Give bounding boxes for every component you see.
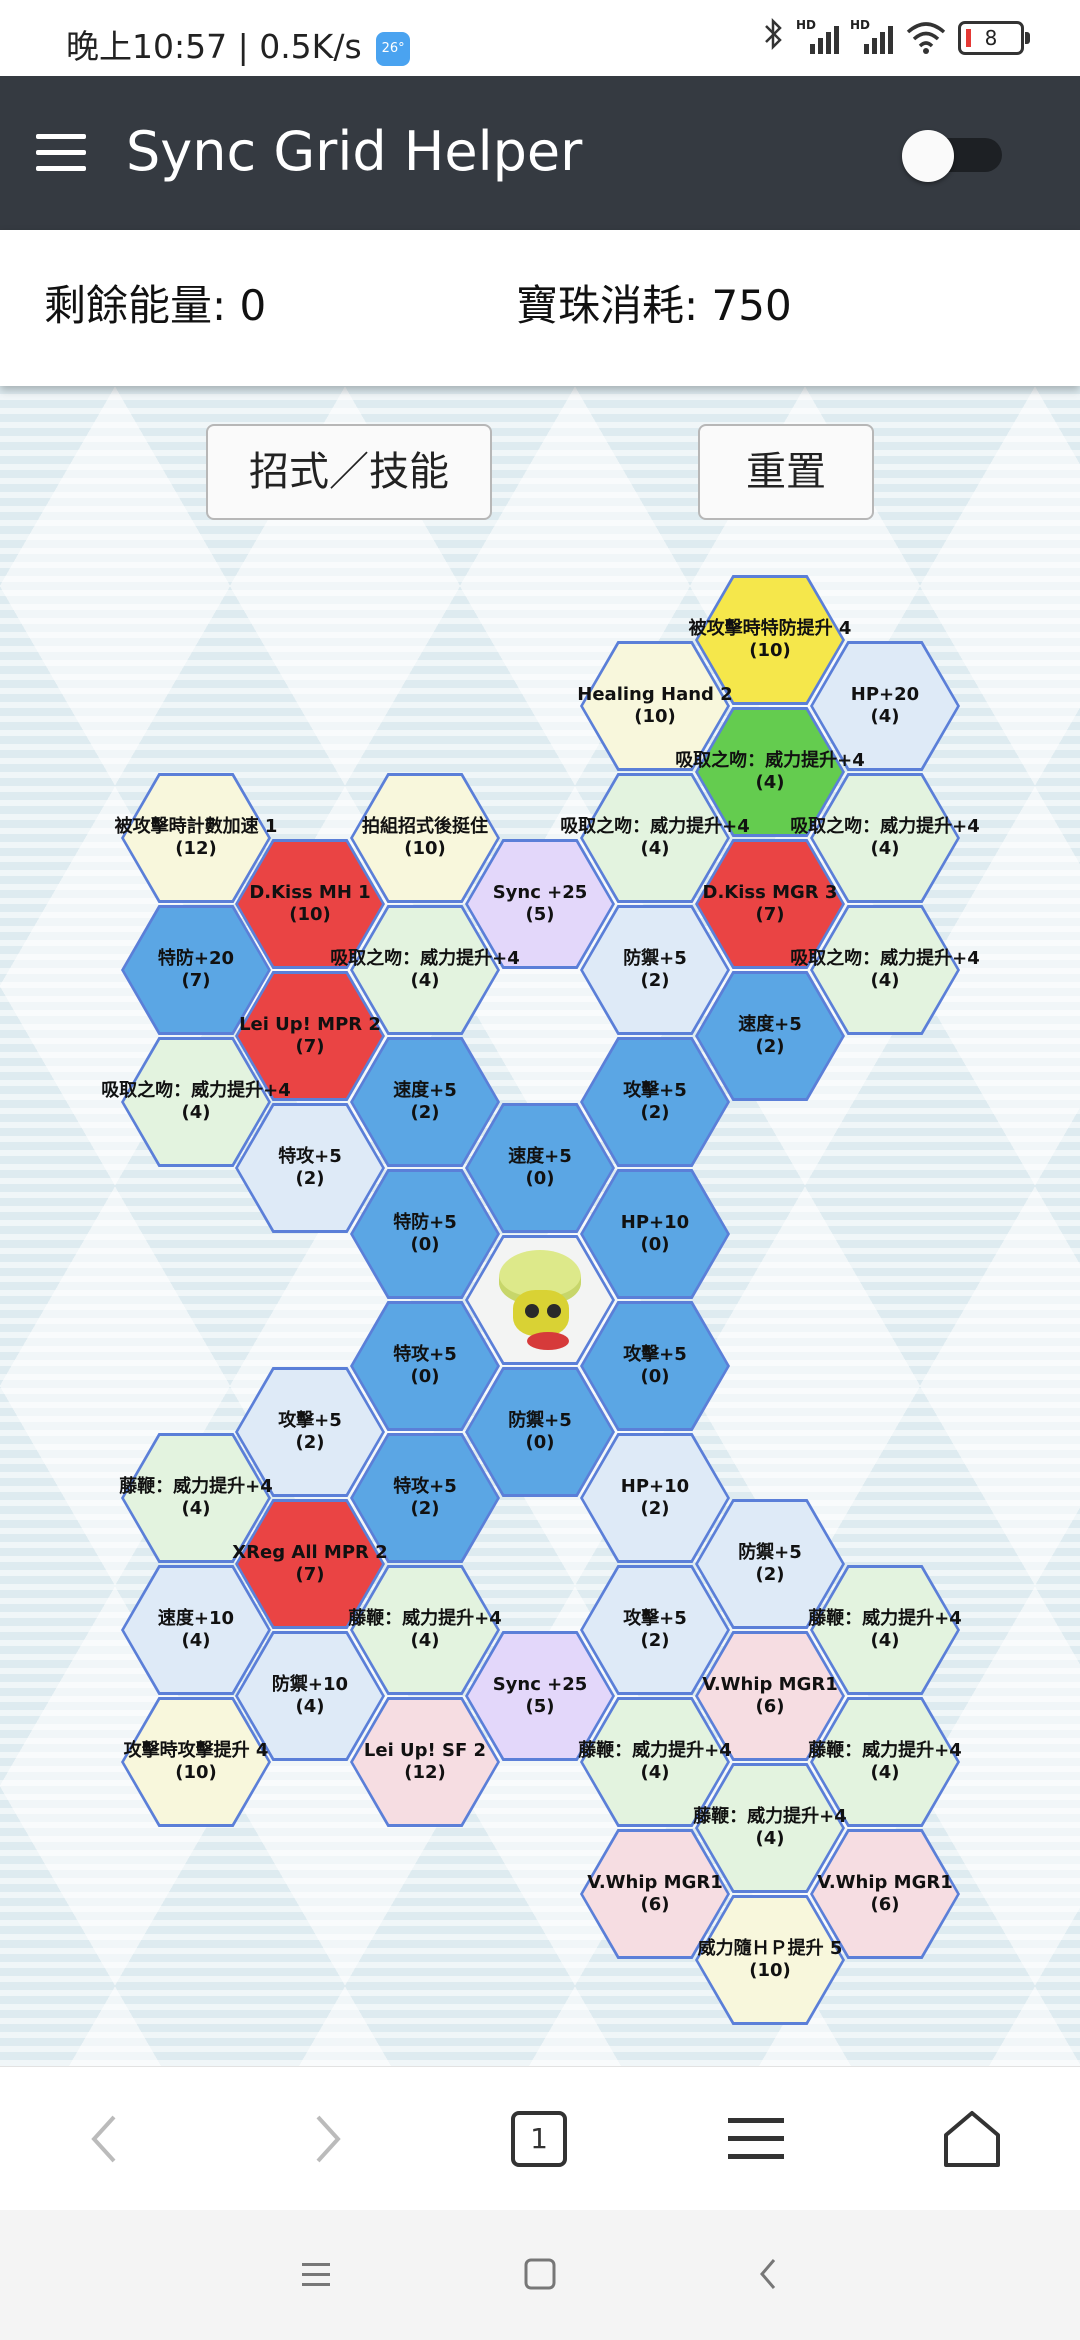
grid-cell[interactable]	[580, 905, 730, 1035]
weather-icon: 26°	[376, 31, 411, 66]
grid-cell[interactable]	[810, 641, 960, 771]
moves-skills-button[interactable]: 招式／技能	[206, 424, 492, 520]
back-icon[interactable]	[748, 2254, 788, 2294]
grid-cell[interactable]	[810, 905, 960, 1035]
battery-level: 8	[984, 26, 998, 50]
bluetooth-icon	[762, 16, 786, 61]
sync-grid-area: 招式／技能 重置 被攻擊時特防提升 4 (10) Healing Hand 2 (10…	[0, 386, 1080, 2066]
menu-icon[interactable]	[720, 2103, 792, 2175]
back-arrow-icon[interactable]	[68, 2103, 140, 2175]
time-speed-text: 晚上10:57 | 0.5K/s	[66, 27, 362, 66]
remaining-energy: 剩餘能量: 0	[44, 281, 267, 330]
grid-cell[interactable]	[695, 575, 845, 705]
reset-button[interactable]: 重置	[698, 424, 874, 520]
grid-cell[interactable]	[580, 641, 730, 771]
hd-label: HD	[850, 18, 871, 32]
battery-icon: 8	[958, 21, 1030, 55]
status-bar: 晚上10:57 | 0.5K/s 26° HD HD 8	[0, 0, 1080, 76]
grid-cell[interactable]	[695, 1763, 845, 1893]
toggle-switch[interactable]	[902, 130, 1002, 182]
sync-grid: 被攻擊時特防提升 4 (10) Healing Hand 2 (10) HP+20 (4)…	[0, 386, 1080, 2066]
grid-cell[interactable]	[121, 773, 271, 903]
grid-cell[interactable]	[235, 839, 385, 969]
grid-cell[interactable]	[580, 773, 730, 903]
tab-count: 1	[511, 2111, 567, 2167]
info-bar: 剩餘能量: 0 寶珠消耗: 750	[0, 230, 1080, 386]
pokemon-sprite-icon	[495, 1250, 585, 1350]
forward-arrow-icon[interactable]	[292, 2103, 364, 2175]
tabs-icon[interactable]: 1	[503, 2103, 575, 2175]
grid-cell[interactable]	[121, 905, 271, 1035]
browser-nav-bar: 1	[0, 2066, 1080, 2211]
signal-icon: HD	[850, 18, 894, 58]
hd-label: HD	[796, 18, 817, 32]
grid-cell[interactable]	[695, 839, 845, 969]
home-icon[interactable]	[936, 2103, 1008, 2175]
signal-icon: HD	[796, 18, 840, 58]
orb-cost: 寶珠消耗: 750	[516, 281, 792, 330]
grid-cell[interactable]	[465, 839, 615, 969]
system-nav-bar	[0, 2210, 1080, 2340]
status-time: 晚上10:57 | 0.5K/s 26°	[66, 20, 411, 68]
grid-cell[interactable]	[350, 773, 500, 903]
home-square-icon[interactable]	[520, 2254, 560, 2294]
app-title: Sync Grid Helper	[126, 120, 583, 183]
app-bar: Sync Grid Helper	[0, 76, 1080, 230]
grid-cell[interactable]	[350, 905, 500, 1035]
grid-cell[interactable]	[810, 773, 960, 903]
wifi-icon	[906, 22, 946, 54]
grid-cell[interactable]	[695, 707, 845, 837]
hamburger-menu-icon[interactable]	[36, 134, 86, 172]
recents-icon[interactable]	[296, 2254, 336, 2294]
